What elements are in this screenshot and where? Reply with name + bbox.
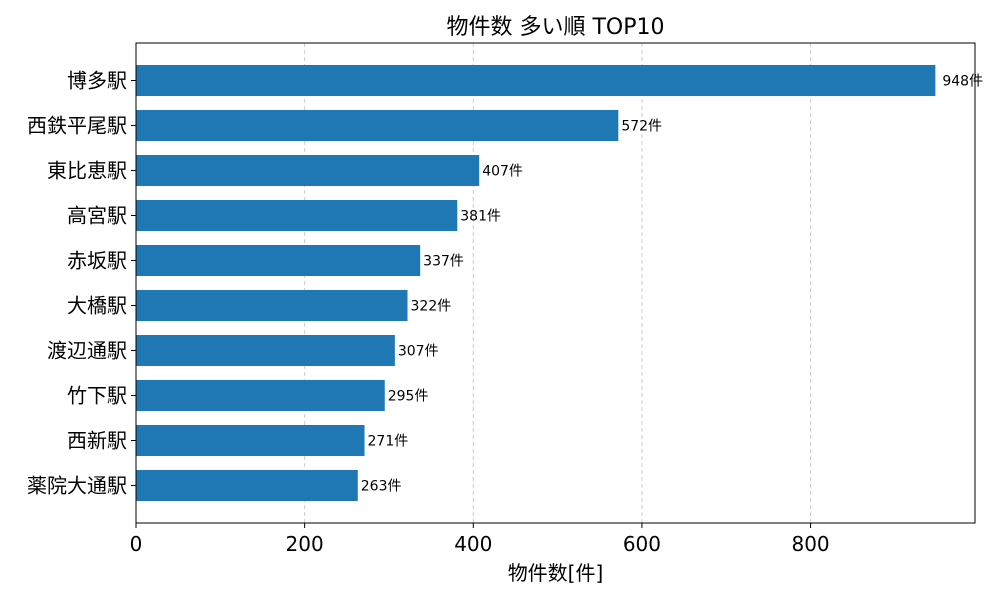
category-label: 博多駅 bbox=[67, 69, 127, 93]
x-tick-label: 200 bbox=[286, 532, 324, 556]
bar bbox=[136, 425, 365, 456]
category-label: 渡辺通駅 bbox=[47, 339, 127, 363]
value-label: 572件 bbox=[621, 119, 662, 135]
value-labels: 948件 572件 407件 381件 337件 322件 307件 295件 271件 263件 bbox=[361, 74, 983, 495]
bar bbox=[136, 335, 395, 366]
bar bbox=[136, 200, 458, 231]
value-label: 337件 bbox=[423, 254, 464, 270]
bar bbox=[136, 110, 619, 141]
chart-title: 物件数 多い順 TOP10 bbox=[446, 15, 664, 40]
category-label: 薬院大通駅 bbox=[27, 474, 127, 498]
bar bbox=[136, 155, 480, 186]
bar bbox=[136, 65, 936, 96]
category-label: 西鉄平尾駅 bbox=[27, 114, 127, 138]
bar bbox=[136, 380, 385, 411]
x-tick-label: 800 bbox=[791, 532, 829, 556]
value-label: 381件 bbox=[460, 209, 501, 225]
x-axis-label: 物件数[件] bbox=[508, 561, 604, 585]
x-tick-label: 0 bbox=[130, 532, 143, 556]
bar bbox=[136, 470, 358, 501]
plot-frame bbox=[135, 42, 976, 524]
value-label: 307件 bbox=[398, 344, 439, 360]
value-label: 407件 bbox=[482, 164, 523, 180]
bar bbox=[136, 290, 408, 321]
category-label: 高宮駅 bbox=[67, 204, 127, 228]
x-tick-label: 600 bbox=[623, 532, 661, 556]
value-label: 295件 bbox=[388, 389, 429, 405]
x-tick-label: 400 bbox=[454, 532, 492, 556]
value-label: 322件 bbox=[411, 299, 452, 315]
bars bbox=[136, 65, 936, 501]
x-axis-ticks: 0 200 400 600 800 bbox=[130, 523, 830, 556]
value-label: 948件 bbox=[942, 74, 983, 90]
category-label: 竹下駅 bbox=[67, 384, 127, 408]
category-label: 東比恵駅 bbox=[47, 159, 127, 183]
value-label: 263件 bbox=[361, 479, 402, 495]
category-label: 大橋駅 bbox=[67, 294, 127, 318]
bar bbox=[136, 245, 421, 276]
category-label: 赤坂駅 bbox=[67, 249, 127, 273]
category-label: 西新駅 bbox=[67, 429, 127, 453]
value-label: 271件 bbox=[368, 434, 409, 450]
